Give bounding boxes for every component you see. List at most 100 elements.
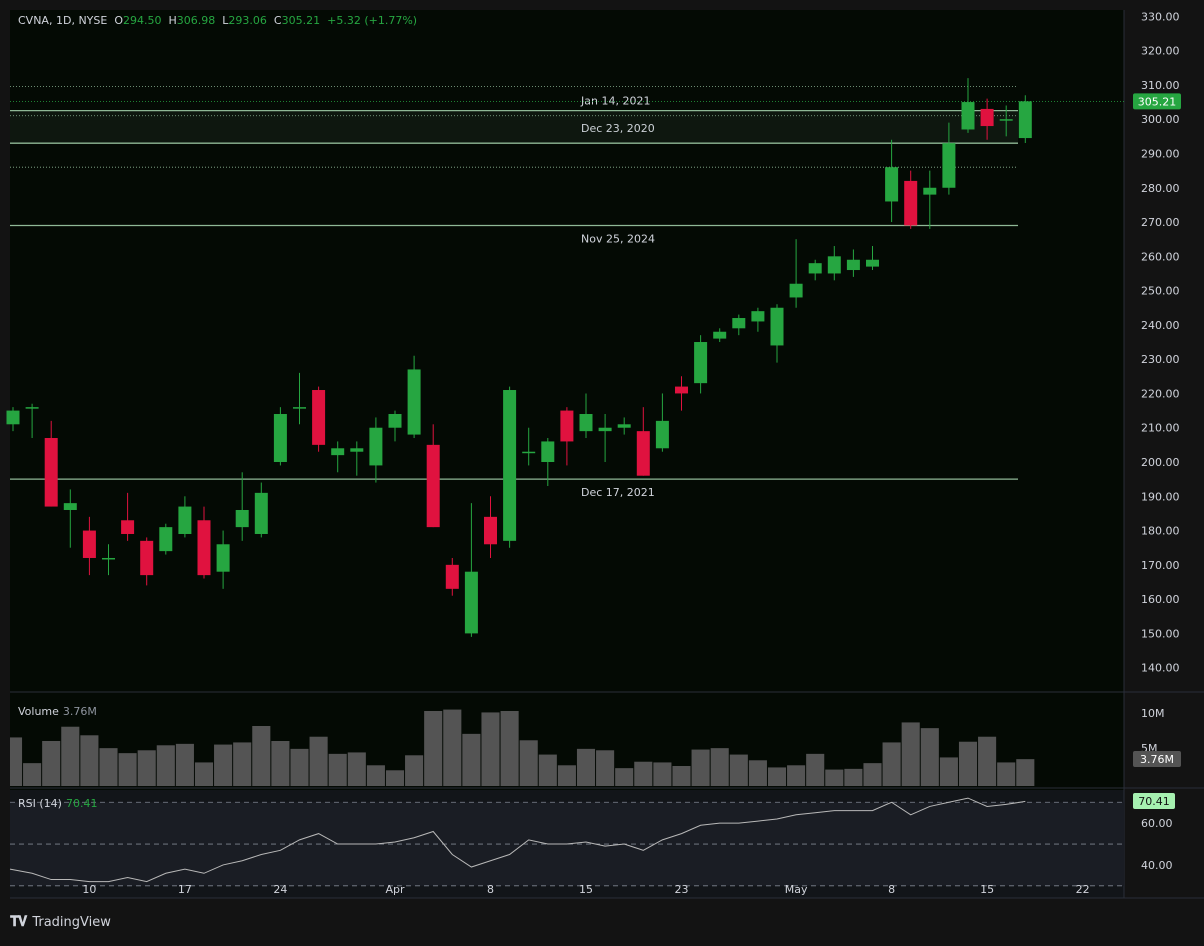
volume-bar — [749, 760, 767, 786]
candle-body — [847, 260, 860, 270]
rsi-tick-label: 60.00 — [1141, 817, 1173, 830]
volume-bar — [558, 765, 576, 786]
volume-bar — [863, 763, 881, 786]
rsi-label: RSI (14) — [18, 797, 62, 810]
candle-body — [178, 507, 191, 534]
volume-bar — [501, 711, 519, 786]
volume-bar — [577, 749, 595, 786]
candle-body — [828, 256, 841, 273]
rsi-legend[interactable]: RSI (14) 70.41 — [18, 797, 97, 810]
volume-bar — [119, 753, 137, 786]
candle-body — [962, 102, 975, 129]
candle-body — [312, 390, 325, 445]
volume-bar — [348, 752, 366, 786]
time-tick-label: 24 — [273, 883, 287, 896]
price-tick-label: 300.00 — [1141, 113, 1180, 126]
price-tick-label: 240.00 — [1141, 319, 1180, 332]
candle-body — [637, 431, 650, 476]
volume-bar — [902, 722, 920, 786]
candle-body — [389, 414, 402, 428]
candle-body — [198, 520, 211, 575]
price-tick-label: 140.00 — [1141, 662, 1180, 675]
rsi-tick-label: 40.00 — [1141, 859, 1173, 872]
volume-bar — [959, 742, 977, 786]
volume-bar — [233, 742, 251, 786]
price-axis: 330.00 320.00 310.00 300.00 290.00 280.00 270.… — [1141, 10, 1180, 872]
candle-body — [140, 541, 153, 575]
open-value: 294.50 — [123, 14, 162, 27]
interval[interactable]: 1D — [56, 14, 71, 27]
volume-bar — [692, 750, 710, 786]
candle-body — [408, 369, 421, 434]
candle-body — [159, 527, 172, 551]
volume-bar — [711, 748, 729, 786]
candle-body — [369, 428, 382, 466]
volume-bar — [596, 750, 614, 786]
volume-bar — [768, 767, 786, 786]
volume-bar — [481, 712, 499, 786]
volume-bar — [367, 765, 385, 786]
volume-bar — [176, 744, 194, 786]
candle-body — [236, 510, 249, 527]
candle-body — [885, 167, 898, 201]
volume-bar — [310, 737, 328, 786]
candle-body — [771, 308, 784, 346]
volume-bar — [787, 765, 805, 786]
candle-body — [465, 572, 478, 634]
volume-bar — [520, 740, 538, 786]
candle-body — [809, 263, 822, 273]
candle-body — [1000, 119, 1013, 121]
volume-bar — [138, 750, 156, 786]
candle-body — [618, 424, 631, 427]
change-value: +5.32 (+1.77%) — [327, 14, 417, 27]
volume-bar — [10, 737, 22, 786]
time-tick-label: 15 — [579, 883, 593, 896]
candle-body — [121, 520, 134, 534]
volume-bar — [825, 770, 843, 786]
brand-name[interactable]: TradingView — [32, 915, 111, 930]
level-label: Dec 17, 2021 — [581, 486, 655, 499]
time-tick-label: May — [785, 883, 808, 896]
volume-bar — [42, 741, 60, 786]
candle-body — [580, 414, 593, 431]
time-tick-label: 22 — [1076, 883, 1090, 896]
candle-body — [904, 181, 917, 226]
price-tick-label: 200.00 — [1141, 456, 1180, 469]
price-tick-label: 230.00 — [1141, 353, 1180, 366]
volume-label: Volume — [18, 705, 59, 718]
high-value: 306.98 — [177, 14, 216, 27]
candle-body — [102, 558, 115, 560]
time-tick-label: 23 — [675, 883, 689, 896]
volume-badge: 3.76M — [1140, 753, 1174, 766]
volume-bar — [940, 757, 958, 786]
volume-bar — [290, 749, 308, 786]
price-tick-label: 220.00 — [1141, 387, 1180, 400]
candle-body — [350, 448, 363, 451]
price-tick-label: 290.00 — [1141, 147, 1180, 160]
candle-body — [331, 448, 344, 455]
volume-bar — [214, 745, 232, 786]
volume-bar — [157, 745, 175, 786]
footer: 𝐓𝐕 TradingView — [10, 914, 111, 930]
close-value: 305.21 — [282, 14, 321, 27]
symbol[interactable]: CVNA — [18, 14, 49, 27]
price-tick-label: 330.00 — [1141, 10, 1180, 23]
volume-bar — [405, 755, 423, 786]
tradingview-logo-icon[interactable]: 𝐓𝐕 — [10, 914, 26, 930]
volume-legend[interactable]: Volume 3.76M — [18, 705, 97, 718]
price-tick-label: 170.00 — [1141, 559, 1180, 572]
volume-value: 3.76M — [63, 705, 97, 718]
candle-body — [599, 428, 612, 431]
rsi-value: 70.41 — [66, 797, 98, 810]
price-tick-label: 270.00 — [1141, 216, 1180, 229]
volume-bar — [424, 711, 442, 786]
price-tick-label: 160.00 — [1141, 593, 1180, 606]
price-tick-label: 260.00 — [1141, 250, 1180, 263]
volume-bar — [386, 770, 404, 786]
time-tick-label: 10 — [82, 883, 96, 896]
time-tick-label: 15 — [980, 883, 994, 896]
volume-bar — [271, 741, 289, 786]
time-tick-label: 8 — [888, 883, 895, 896]
candle-body — [1019, 101, 1032, 138]
